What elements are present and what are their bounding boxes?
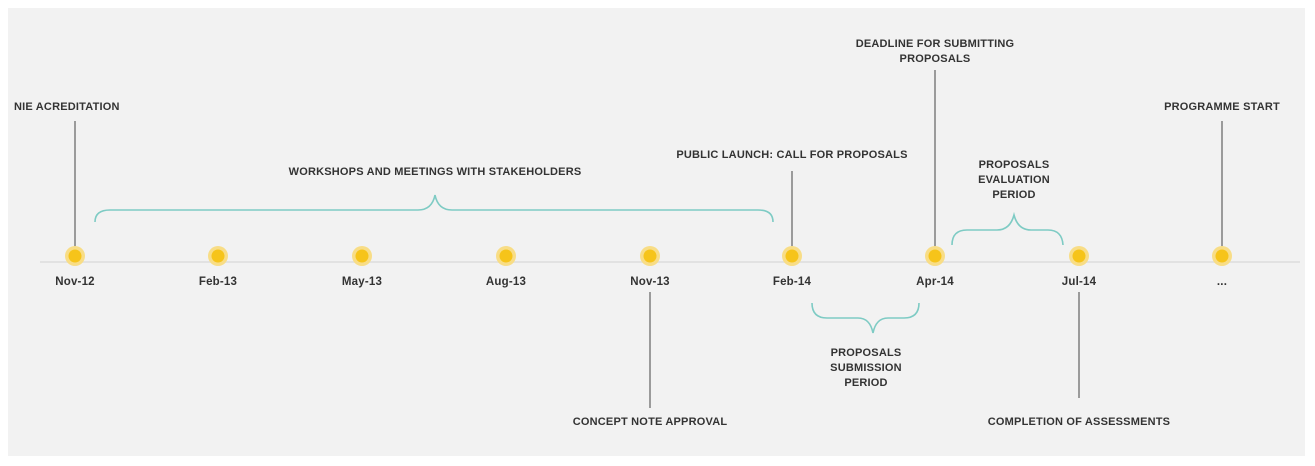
milestone-marker-future: [1212, 246, 1232, 266]
period-label-evaluation-line3: PERIOD: [992, 189, 1036, 201]
event-label-deadline-line1: DEADLINE FOR SUBMITTING: [855, 38, 1015, 50]
period-label-submission: PROPOSALS SUBMISSION PERIOD: [830, 346, 902, 391]
milestone-marker-jul-14: [1069, 246, 1089, 266]
event-label-public-launch: PUBLIC LAUNCH: CALL FOR PROPOSALS: [676, 149, 908, 161]
date-label-nov-13: Nov-13: [630, 276, 670, 288]
period-label-submission-line1: PROPOSALS: [830, 347, 902, 359]
date-label-feb-14: Feb-14: [772, 276, 812, 288]
event-label-nie-accreditation: NIE ACREDITATION: [14, 101, 120, 113]
brace-workshops: [94, 194, 774, 223]
period-label-evaluation: PROPOSALS EVALUATION PERIOD: [978, 158, 1050, 203]
period-label-submission-line2: SUBMISSION: [830, 362, 902, 374]
brace-submission: [811, 302, 920, 334]
event-label-concept-note: CONCEPT NOTE APPROVAL: [572, 416, 728, 428]
date-label-may-13: May-13: [341, 276, 383, 288]
event-label-programme-start: PROGRAMME START: [1164, 101, 1280, 113]
event-label-completion: COMPLETION OF ASSESSMENTS: [987, 416, 1171, 428]
milestone-marker-feb-14: [782, 246, 802, 266]
date-label-apr-14: Apr-14: [916, 276, 954, 288]
period-label-evaluation-line1: PROPOSALS: [978, 159, 1050, 171]
date-label-nov-12: Nov-12: [55, 276, 95, 288]
timeline-panel: [8, 8, 1305, 456]
date-label-future: ...: [1216, 276, 1228, 288]
milestone-marker-feb-13: [208, 246, 228, 266]
milestone-marker-may-13: [352, 246, 372, 266]
date-label-feb-13: Feb-13: [198, 276, 238, 288]
milestone-marker-apr-14: [925, 246, 945, 266]
date-label-jul-14: Jul-14: [1061, 276, 1097, 288]
event-label-deadline-line2: PROPOSALS: [899, 53, 971, 65]
milestone-marker-nov-13: [640, 246, 660, 266]
milestone-marker-nov-12: [65, 246, 85, 266]
period-label-evaluation-line2: EVALUATION: [978, 174, 1050, 186]
date-label-aug-13: Aug-13: [485, 276, 527, 288]
period-label-submission-line3: PERIOD: [844, 377, 888, 389]
milestone-marker-aug-13: [496, 246, 516, 266]
period-label-workshops: WORKSHOPS AND MEETINGS WITH STAKEHOLDERS: [288, 166, 582, 178]
brace-evaluation: [951, 211, 1064, 246]
event-label-deadline: DEADLINE FOR SUBMITTING PROPOSALS: [856, 37, 1015, 67]
